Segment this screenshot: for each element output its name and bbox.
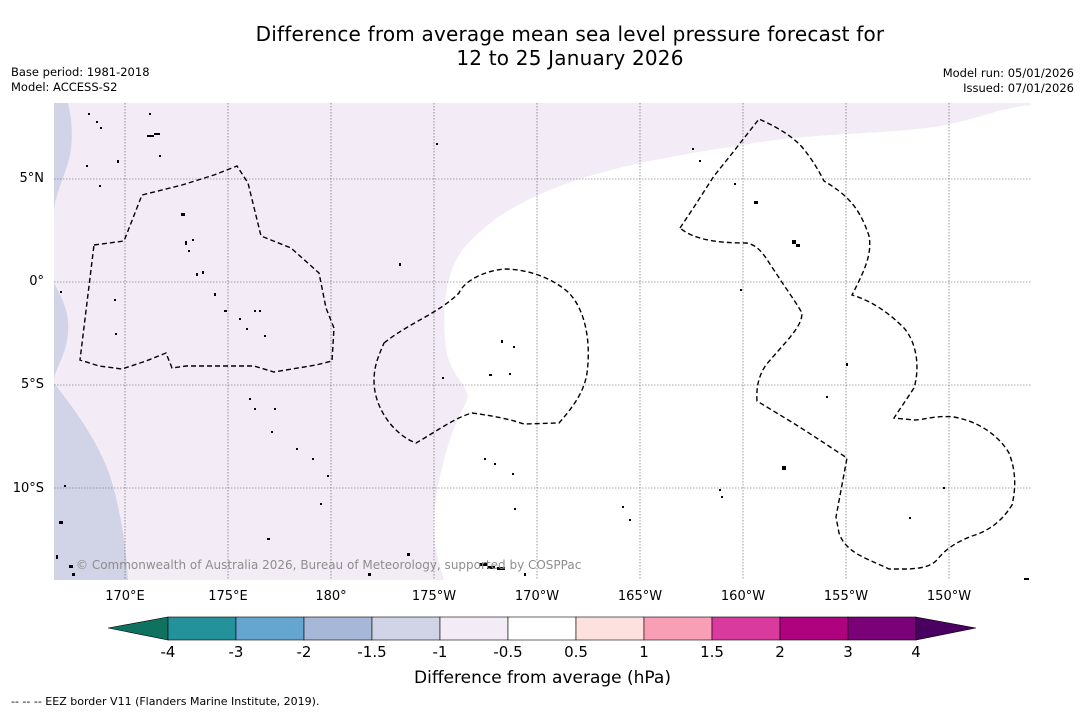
colorbar-tick: 4 <box>911 643 921 661</box>
base-period: Base period: 1981-2018 <box>11 65 150 79</box>
lon-label-155w: 155°W <box>823 589 869 604</box>
colorbar-tick: 2 <box>775 643 785 661</box>
colorbar-segment <box>371 616 441 641</box>
lon-label-175e: 175°E <box>208 589 248 604</box>
lon-label-170e: 170°E <box>105 589 145 604</box>
colorbar-tick: 3 <box>843 643 853 661</box>
lon-label-160w: 160°W <box>720 589 766 604</box>
colorbar-segment <box>439 616 509 641</box>
lon-label-165w: 165°W <box>617 589 663 604</box>
lat-label-5s: 5°S <box>20 377 44 392</box>
copyright-notice: © Commonwealth of Australia 2026, Bureau… <box>76 558 582 572</box>
colorbar-segment <box>507 616 577 641</box>
colorbar-tick: -1.5 <box>357 643 387 661</box>
lat-label-0: 0° <box>29 274 44 289</box>
eez-border-kiribati-gilberts <box>79 165 335 373</box>
lat-label-5n: 5°N <box>19 171 45 186</box>
model-run: Model run: 05/01/2026 <box>942 66 1074 80</box>
meta-left: Base period: 1981-2018 Model: ACCESS-S2 <box>11 65 150 95</box>
colorbar-segment <box>575 616 645 641</box>
colorbar-tick: -4 <box>160 643 176 661</box>
colorbar-under-arrow <box>108 616 169 641</box>
colorbar-segment <box>235 616 305 641</box>
colorbar-tick: -2 <box>296 643 312 661</box>
light-negative-region <box>54 103 1031 580</box>
title-line-2: 12 to 25 January 2026 <box>456 46 684 70</box>
moderate-negative-region <box>54 103 128 580</box>
colorbar <box>108 616 977 641</box>
grid-lines <box>54 103 1031 580</box>
lon-label-150w: 150°W <box>926 589 972 604</box>
eez-footnote: -- -- -- EEZ border V11 (Flanders Marine… <box>11 695 320 708</box>
issued-date: Issued: 07/01/2026 <box>963 81 1074 95</box>
colorbar-tick: -3 <box>228 643 244 661</box>
island-coastlines <box>56 113 1029 580</box>
colorbar-tick: 1 <box>639 643 649 661</box>
lon-label-175w: 175°W <box>411 589 457 604</box>
model-name: Model: ACCESS-S2 <box>11 80 118 94</box>
eez-borders <box>79 118 1016 570</box>
colorbar-label: Difference from average (hPa) <box>414 668 671 688</box>
lat-label-10s: 10°S <box>12 481 44 496</box>
colorbar-segment <box>779 616 849 641</box>
eez-border-phoenix-islands <box>373 268 589 444</box>
colorbar-tick: 0.5 <box>564 643 588 661</box>
colorbar-over-arrow <box>915 616 977 641</box>
colorbar-tick: 1.5 <box>700 643 724 661</box>
title-line-1: Difference from average mean sea level p… <box>255 22 885 46</box>
colorbar-segment <box>847 616 917 641</box>
colorbar-segment <box>711 616 781 641</box>
colorbar-segment <box>643 616 713 641</box>
chart-title: Difference from average mean sea level p… <box>0 22 1085 70</box>
colorbar-tick: -0.5 <box>493 643 523 661</box>
colorbar-tick: -1 <box>432 643 448 661</box>
eez-border-line-islands <box>679 118 1016 570</box>
meta-right: Model run: 05/01/2026 Issued: 07/01/2026 <box>943 66 1074 96</box>
colorbar-segment <box>303 616 373 641</box>
lon-label-180: 180° <box>315 589 347 604</box>
pressure-anomaly-map <box>54 103 1031 580</box>
lon-label-170w: 170°W <box>514 589 560 604</box>
colorbar-segment <box>167 616 237 641</box>
